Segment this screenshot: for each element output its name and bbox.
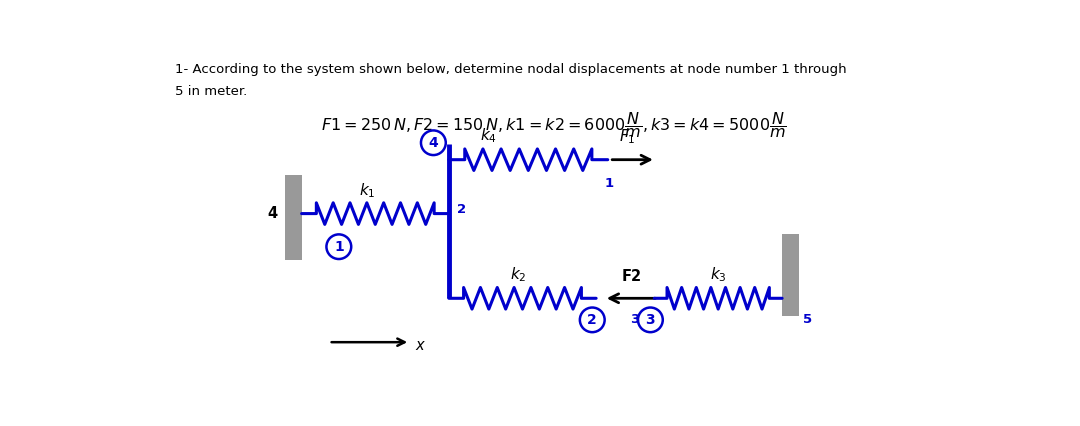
Text: 4: 4	[267, 206, 278, 221]
Text: 5: 5	[804, 314, 812, 326]
Text: $x$: $x$	[415, 338, 426, 353]
Text: $k_{\mathit{3}}$: $k_{\mathit{3}}$	[710, 266, 727, 285]
Text: $\mathbf{F2}$: $\mathbf{F2}$	[621, 268, 642, 285]
Bar	[284, 175, 301, 260]
Text: 5 in meter.: 5 in meter.	[175, 85, 247, 98]
Text: 3: 3	[631, 314, 639, 326]
Text: $k_{\mathit{2}}$: $k_{\mathit{2}}$	[511, 266, 527, 285]
Text: 2: 2	[588, 313, 597, 327]
Text: 1: 1	[334, 240, 343, 254]
Text: 4: 4	[429, 136, 438, 150]
Bar	[782, 234, 799, 316]
Text: $\mathit{F1} = 250\,N,\mathit{F2} = 150\,N,\mathit{k1} = \mathit{k2} = 6000\dfra: $\mathit{F1} = 250\,N,\mathit{F2} = 150\…	[321, 110, 786, 140]
Text: $k_{\mathit{1}}$: $k_{\mathit{1}}$	[360, 181, 376, 200]
Text: 2: 2	[457, 203, 465, 216]
Text: 1- According to the system shown below, determine nodal displacements at node nu: 1- According to the system shown below, …	[175, 63, 847, 76]
Text: $\mathit{F_1}$: $\mathit{F_1}$	[619, 127, 636, 146]
Text: 3: 3	[646, 313, 656, 327]
Text: 1: 1	[605, 177, 613, 190]
Text: $k_{\mathit{4}}$: $k_{\mathit{4}}$	[480, 127, 497, 145]
